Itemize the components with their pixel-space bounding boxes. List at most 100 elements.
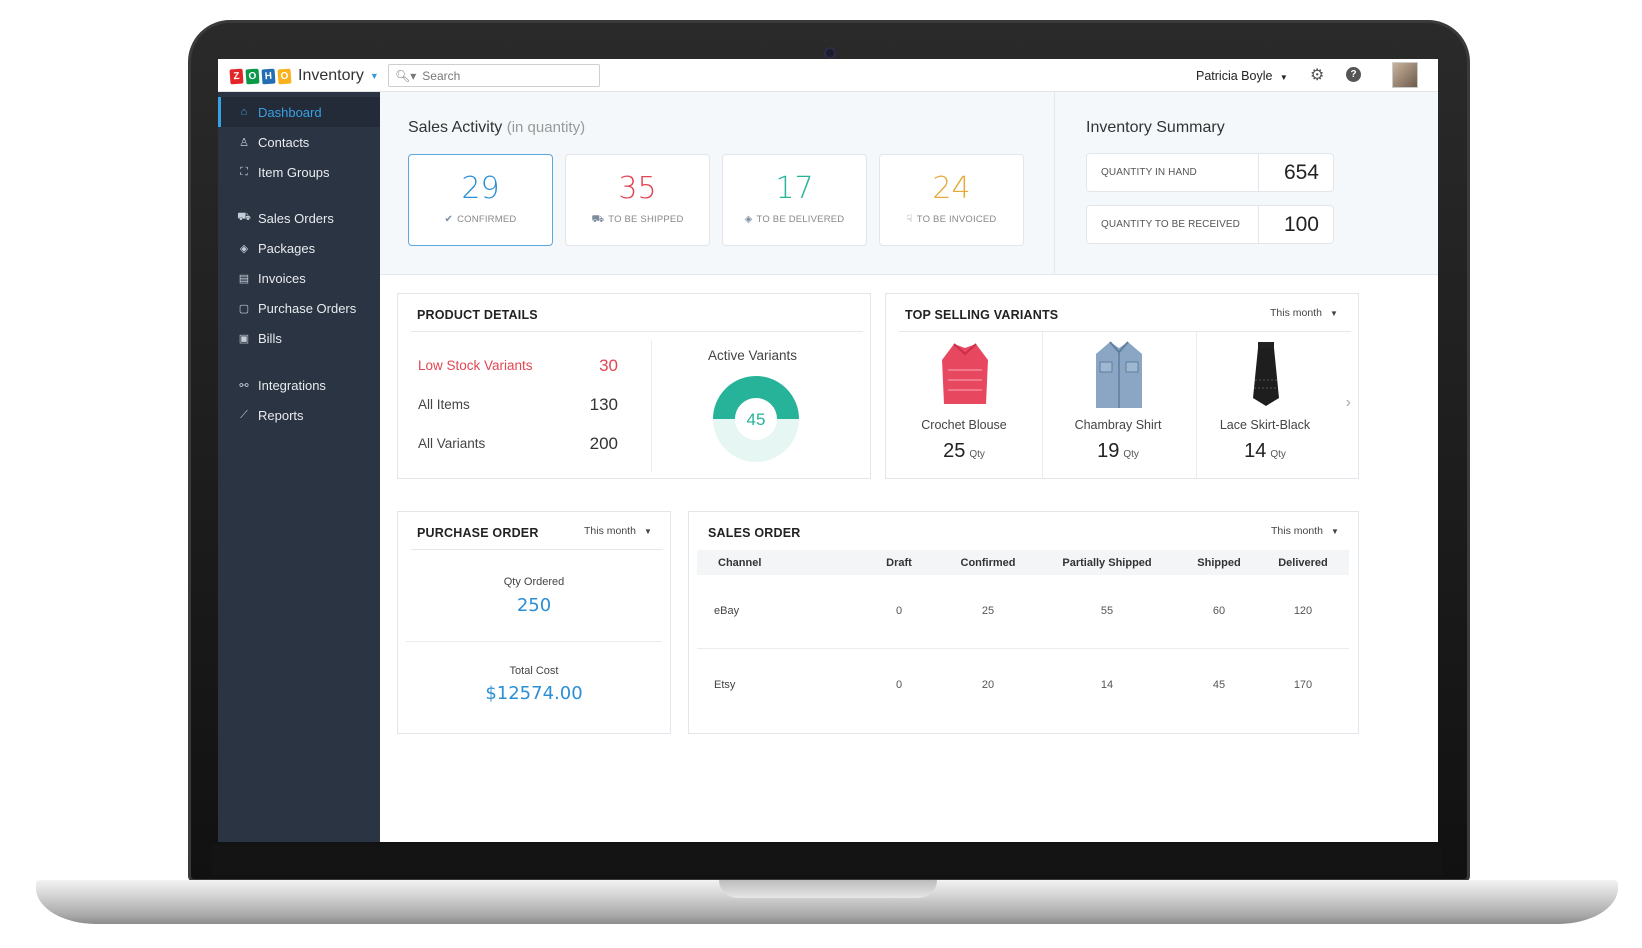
table-cell: eBay — [697, 575, 855, 649]
basket-icon: ⛶ — [240, 165, 248, 178]
table-row[interactable]: eBay 0 25 55 60 120 — [697, 575, 1349, 649]
chart-icon: ⟋ — [240, 408, 248, 421]
app-logo[interactable]: Z O H O Inventory ▼ — [229, 67, 379, 85]
variant-crochet-blouse[interactable]: Crochet Blouse 25 Qty — [888, 332, 1040, 478]
user-menu[interactable]: Patricia Boyle ▼ — [1196, 69, 1288, 83]
app-name: Inventory — [298, 67, 364, 84]
row-label: All Variants — [418, 436, 486, 451]
sales-card-value: 17 — [775, 171, 814, 206]
sidebar-item-purchase-orders[interactable]: ▢ Purchase Orders — [218, 293, 380, 323]
caret-down-icon: ▼ — [1329, 309, 1338, 318]
row-value: 130 — [589, 395, 618, 414]
sales-card-label: CONFIRMED — [457, 214, 517, 225]
avatar[interactable] — [1392, 62, 1418, 88]
purchase-order-filter[interactable]: This month ▼ — [584, 525, 652, 537]
laptop-bezel — [212, 845, 1442, 875]
sidebar-item-label: Purchase Orders — [258, 300, 357, 316]
search-input[interactable] — [422, 68, 593, 83]
sidebar-item-reports[interactable]: ⟋ Reports — [218, 400, 380, 430]
denim-shirt-image — [1096, 341, 1142, 408]
sales-card-value: 35 — [618, 171, 657, 206]
qty-value: 19 — [1097, 440, 1120, 462]
sales-card-to-be-delivered[interactable]: 17 ◈ TO BE DELIVERED — [722, 154, 867, 246]
variant-lace-skirt-black[interactable]: Lace Skirt-Black 14 Qty — [1189, 332, 1341, 478]
top-selling-filter[interactable]: This month ▼ — [1270, 307, 1338, 319]
top-bar: Z O H O Inventory ▼ 🔍︎▾ Patricia Boyle ▼… — [218, 59, 1438, 92]
black-skirt-image — [1253, 342, 1279, 406]
summary-divider — [1258, 154, 1259, 191]
row-value: 30 — [599, 356, 618, 375]
table-cell: 170 — [1293, 678, 1313, 691]
top-selling-variants-panel: TOP SELLING VARIANTS This month ▼ Crochet… — [885, 293, 1359, 479]
panel-divider — [899, 331, 1351, 332]
sidebar-item-dashboard[interactable]: ⌂ Dashboard — [218, 97, 380, 127]
variant-qty: 19 Qty — [1042, 440, 1194, 463]
all-items-row[interactable]: All Items 130 — [418, 395, 618, 414]
summary-label: QUANTITY IN HAND — [1101, 167, 1197, 178]
sidebar-item-contacts[interactable]: ♙ Contacts — [218, 127, 380, 157]
app-screen: Z O H O Inventory ▼ 🔍︎▾ Patricia Boyle ▼… — [218, 59, 1438, 842]
qty-unit: Qty — [1123, 449, 1139, 460]
main-content: Sales Activity (in quantity) 29 ✔ CONFIRM… — [380, 92, 1438, 842]
product-details-panel: PRODUCT DETAILS Low Stock Variants 30 Al… — [397, 293, 871, 479]
table-header-row: Channel Draft Confirmed Partially Shippe… — [697, 550, 1349, 575]
sidebar-item-integrations[interactable]: ⚯ Integrations — [218, 370, 380, 400]
integration-icon: ⚯ — [239, 379, 249, 392]
row-value: 200 — [589, 434, 618, 453]
donut-hole — [736, 399, 776, 439]
panel-title: PRODUCT DETAILS — [417, 308, 538, 322]
webcam — [824, 47, 836, 59]
table-cell: 14 — [1100, 678, 1114, 691]
sales-card-to-be-invoiced[interactable]: 24 ☟ TO BE INVOICED — [879, 154, 1024, 246]
table-row[interactable]: Etsy 0 20 14 45 170 — [697, 648, 1349, 721]
hand-icon: ☟ — [906, 214, 913, 225]
summary-divider — [1258, 206, 1259, 243]
variant-chambray-shirt[interactable]: Chambray Shirt 19 Qty — [1042, 332, 1194, 478]
column-header: Delivered — [1257, 550, 1349, 575]
gear-icon[interactable]: ⚙ — [1310, 67, 1325, 84]
filter-label: This month — [1271, 525, 1323, 537]
panel-divider — [411, 331, 863, 332]
sales-card-to-be-shipped[interactable]: 35 ⛟ TO BE SHIPPED — [565, 154, 710, 246]
sidebar-item-label: Bills — [258, 330, 282, 346]
column-header: Shipped — [1181, 550, 1257, 575]
panel-title: PURCHASE ORDER — [417, 526, 539, 540]
sidebar-item-bills[interactable]: ▣ Bills — [218, 323, 380, 353]
table-cell: 55 — [1033, 575, 1181, 649]
sidebar-item-label: Integrations — [258, 377, 326, 393]
home-icon: ⌂ — [240, 106, 248, 118]
sidebar-item-label: Packages — [258, 240, 316, 256]
panel-divider — [406, 641, 662, 642]
sales-order-panel: SALES ORDER This month ▼ Channel Draft Co… — [688, 511, 1359, 734]
all-variants-row[interactable]: All Variants 200 — [418, 434, 618, 453]
sales-card-confirmed[interactable]: 29 ✔ CONFIRMED — [408, 154, 553, 246]
app-switcher-caret-icon[interactable]: ▼ — [369, 71, 379, 81]
sales-card-caption: ☟ TO BE INVOICED — [880, 214, 1023, 225]
variant-divider — [1196, 332, 1197, 478]
bag-icon: ▢ — [238, 302, 250, 315]
search-box[interactable]: 🔍︎▾ — [388, 64, 600, 87]
sidebar-item-sales-orders[interactable]: ⛟ Sales Orders — [218, 203, 380, 233]
low-stock-variants-row[interactable]: Low Stock Variants 30 — [418, 356, 618, 375]
row-label: Low Stock Variants — [418, 358, 533, 373]
summary-label: QUANTITY TO BE RECEIVED — [1101, 219, 1240, 230]
sidebar-item-packages[interactable]: ◈ Packages — [218, 233, 380, 263]
table-cell: 60 — [1181, 575, 1257, 649]
panel-title: SALES ORDER — [708, 526, 801, 540]
panel-vertical-divider — [651, 340, 652, 472]
truck-icon: ⛟ — [591, 214, 605, 225]
sales-card-caption: ⛟ TO BE SHIPPED — [566, 214, 709, 227]
help-icon[interactable]: ? — [1346, 67, 1361, 82]
sidebar-item-invoices[interactable]: ▤ Invoices — [218, 263, 380, 293]
search-icon[interactable]: 🔍︎▾ — [395, 68, 417, 83]
sidebar-item-item-groups[interactable]: ⛶ Item Groups — [218, 157, 380, 187]
cart-icon: ⛟ — [237, 211, 251, 223]
logo-letter-z: Z — [229, 68, 244, 84]
qty-unit: Qty — [969, 449, 985, 460]
variant-qty: 25 Qty — [888, 440, 1040, 463]
sales-activity-subtitle: (in quantity) — [506, 119, 586, 136]
sales-order-filter[interactable]: This month ▼ — [1271, 525, 1339, 537]
column-header: Confirmed — [943, 550, 1033, 575]
box-icon: ◈ — [744, 214, 753, 225]
chevron-right-icon[interactable]: › — [1345, 394, 1351, 411]
